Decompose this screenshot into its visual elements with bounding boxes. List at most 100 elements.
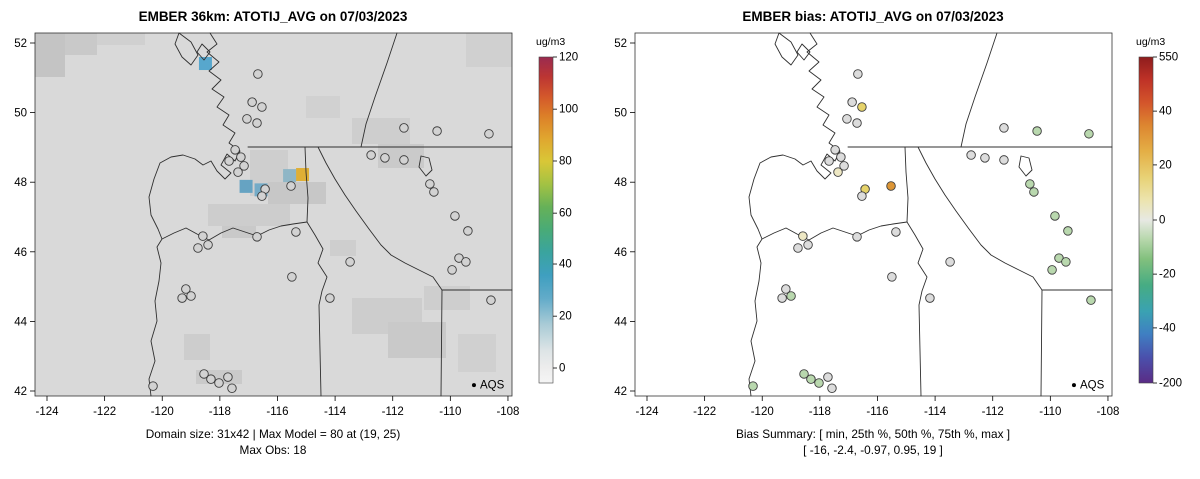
station-marker bbox=[177, 293, 187, 303]
station-marker bbox=[325, 293, 335, 303]
colorbar bbox=[1138, 56, 1154, 384]
colorbar-tick-label: 40 bbox=[559, 259, 572, 271]
colorbar-tick-label: 550 bbox=[1159, 52, 1178, 64]
caption-line2: Max Obs: 18 bbox=[240, 443, 307, 457]
station-marker bbox=[199, 369, 209, 379]
station-marker bbox=[214, 378, 224, 388]
colorbar-tick-label: 20 bbox=[559, 311, 572, 323]
x-tick-label: -120 bbox=[151, 406, 174, 418]
station-marker bbox=[399, 123, 409, 133]
model-grid-patch bbox=[268, 182, 326, 204]
station-marker bbox=[781, 284, 791, 294]
caption-line2: [ -16, -2.4, -0.97, 0.95, 19 ] bbox=[803, 443, 943, 457]
x-tick-label: -120 bbox=[751, 406, 774, 418]
station-marker bbox=[891, 227, 901, 237]
y-tick-label: 48 bbox=[14, 177, 27, 189]
y-tick-label: 46 bbox=[614, 247, 627, 259]
y-tick-label: 46 bbox=[14, 247, 27, 259]
y-tick-label: 42 bbox=[614, 386, 627, 398]
colorbar-tick-label: 60 bbox=[559, 208, 572, 220]
colorbar-tick-label: 0 bbox=[559, 363, 565, 375]
caption-line1: Bias Summary: [ min, 25th %, 50th %, 75t… bbox=[736, 427, 1010, 441]
station-marker bbox=[887, 272, 897, 282]
station-marker bbox=[777, 293, 787, 303]
station-marker bbox=[236, 152, 246, 162]
station-marker bbox=[206, 374, 216, 384]
station-marker bbox=[999, 155, 1009, 165]
station-marker bbox=[833, 167, 843, 177]
station-marker bbox=[814, 378, 824, 388]
colorbar-tick-label: 80 bbox=[559, 155, 572, 167]
x-tick-label: -122 bbox=[93, 406, 116, 418]
model-grid-patch bbox=[466, 33, 512, 67]
station-marker bbox=[980, 153, 990, 163]
panel-title: EMBER 36km: ATOTIJ_AVG on 07/03/2023 bbox=[139, 9, 408, 24]
colorbar-tick-label: 20 bbox=[1159, 159, 1172, 171]
x-tick-label: -114 bbox=[924, 406, 947, 418]
station-marker bbox=[233, 167, 243, 177]
station-marker bbox=[857, 191, 867, 201]
model-grid-cell bbox=[239, 179, 253, 193]
caption-line1: Domain size: 31x42 | Max Model = 80 at (… bbox=[146, 427, 401, 441]
model-grid-cell bbox=[283, 169, 297, 183]
station-marker bbox=[1050, 211, 1060, 221]
y-tick-label: 44 bbox=[614, 316, 627, 328]
y-tick-label: 44 bbox=[14, 316, 27, 328]
station-marker bbox=[1029, 187, 1039, 197]
colorbar-title: ug/m3 bbox=[536, 36, 565, 48]
station-marker bbox=[252, 118, 262, 128]
station-marker bbox=[198, 231, 208, 241]
station-marker bbox=[748, 381, 758, 391]
station-marker bbox=[461, 257, 471, 267]
station-marker bbox=[230, 145, 240, 155]
x-tick-label: -110 bbox=[439, 406, 461, 418]
station-marker bbox=[484, 129, 494, 139]
station-marker bbox=[830, 145, 840, 155]
y-tick-label: 52 bbox=[614, 38, 627, 50]
model-grid-patch bbox=[35, 33, 65, 77]
station-marker bbox=[253, 69, 263, 79]
panel-title: EMBER bias: ATOTIJ_AVG on 07/03/2023 bbox=[742, 9, 1004, 24]
colorbar-tick-label: -40 bbox=[1159, 322, 1176, 334]
station-marker bbox=[286, 181, 296, 191]
station-marker bbox=[1086, 295, 1096, 305]
grid-layer bbox=[35, 33, 512, 396]
station-marker bbox=[463, 226, 473, 236]
station-marker bbox=[447, 265, 457, 275]
x-tick-label: -118 bbox=[809, 406, 831, 418]
model-grid-patch bbox=[458, 334, 496, 372]
colorbar-title: ug/m3 bbox=[1136, 36, 1165, 48]
station-marker bbox=[252, 232, 262, 242]
station-marker bbox=[839, 161, 849, 171]
plot-border bbox=[634, 32, 1113, 397]
model-grid-patch bbox=[97, 33, 145, 45]
x-tick-label: -116 bbox=[266, 406, 288, 418]
station-marker bbox=[257, 102, 267, 112]
x-tick-label: -114 bbox=[324, 406, 347, 418]
station-marker bbox=[857, 102, 867, 112]
station-marker bbox=[842, 114, 852, 124]
station-marker bbox=[823, 372, 833, 382]
station-marker bbox=[450, 211, 460, 221]
station-marker bbox=[429, 187, 439, 197]
station-marker bbox=[181, 284, 191, 294]
station-marker bbox=[853, 69, 863, 79]
x-tick-label: -108 bbox=[496, 406, 519, 418]
x-tick-label: -122 bbox=[693, 406, 716, 418]
station-marker bbox=[1063, 226, 1073, 236]
station-marker bbox=[793, 243, 803, 253]
station-marker bbox=[345, 257, 355, 267]
y-tick-label: 48 bbox=[614, 177, 627, 189]
station-marker bbox=[945, 257, 955, 267]
station-marker bbox=[803, 240, 813, 250]
station-marker bbox=[1032, 126, 1042, 136]
aqs-label: AQS bbox=[1080, 380, 1105, 392]
bias-map-panel: EMBER bias: ATOTIJ_AVG on 07/03/2023 -12… bbox=[614, 9, 1182, 457]
x-tick-label: -110 bbox=[1039, 406, 1061, 418]
station-marker bbox=[186, 291, 196, 301]
y-tick-label: 50 bbox=[14, 108, 27, 120]
station-marker bbox=[432, 126, 442, 136]
station-marker bbox=[836, 152, 846, 162]
